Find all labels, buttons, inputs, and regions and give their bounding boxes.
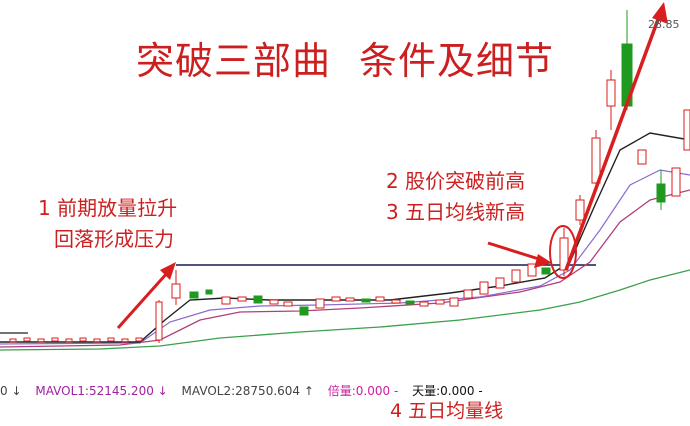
page-title: 突破三部曲 条件及细节 bbox=[0, 30, 690, 85]
annotation-4: 4 五日均量线 bbox=[390, 400, 504, 422]
breakout-candles bbox=[559, 10, 690, 276]
tianliang-value: 天量:0.000 - bbox=[412, 384, 483, 398]
ma5-line bbox=[0, 132, 690, 343]
beiliang-value: 倍量:0.000 - bbox=[327, 384, 399, 398]
annotation-3: 3 五日均线新高 bbox=[386, 200, 526, 224]
mavol1-value: MAVOL1:52145.200 ↓ bbox=[35, 384, 168, 398]
title-part-1: 突破三部曲 bbox=[135, 39, 331, 83]
arrow-2 bbox=[487, 241, 552, 268]
early-candles bbox=[9, 337, 143, 343]
arrow-3 bbox=[564, 2, 668, 271]
peak-price-label: 28.85 bbox=[648, 18, 680, 31]
arrow-1 bbox=[116, 262, 176, 329]
indicator-status-bar: 0 ↓ MAVOL1:52145.200 ↓ MAVOL2:28750.604 … bbox=[0, 382, 690, 400]
title-part-2: 条件及细节 bbox=[359, 39, 555, 83]
mavol2-value: MAVOL2:28750.604 ↑ bbox=[181, 384, 314, 398]
annotation-2: 2 股价突破前高 bbox=[386, 169, 526, 193]
ma-line-green bbox=[0, 269, 690, 351]
rally-candles bbox=[155, 263, 551, 343]
vol-value: 0 ↓ bbox=[0, 384, 22, 398]
annotation-1-line-2: 回落形成压力 bbox=[54, 227, 174, 251]
annotation-1-line-1: 1 前期放量拉升 bbox=[38, 196, 178, 220]
ma-line-pink bbox=[0, 189, 690, 348]
breakout-highlight bbox=[549, 225, 577, 279]
